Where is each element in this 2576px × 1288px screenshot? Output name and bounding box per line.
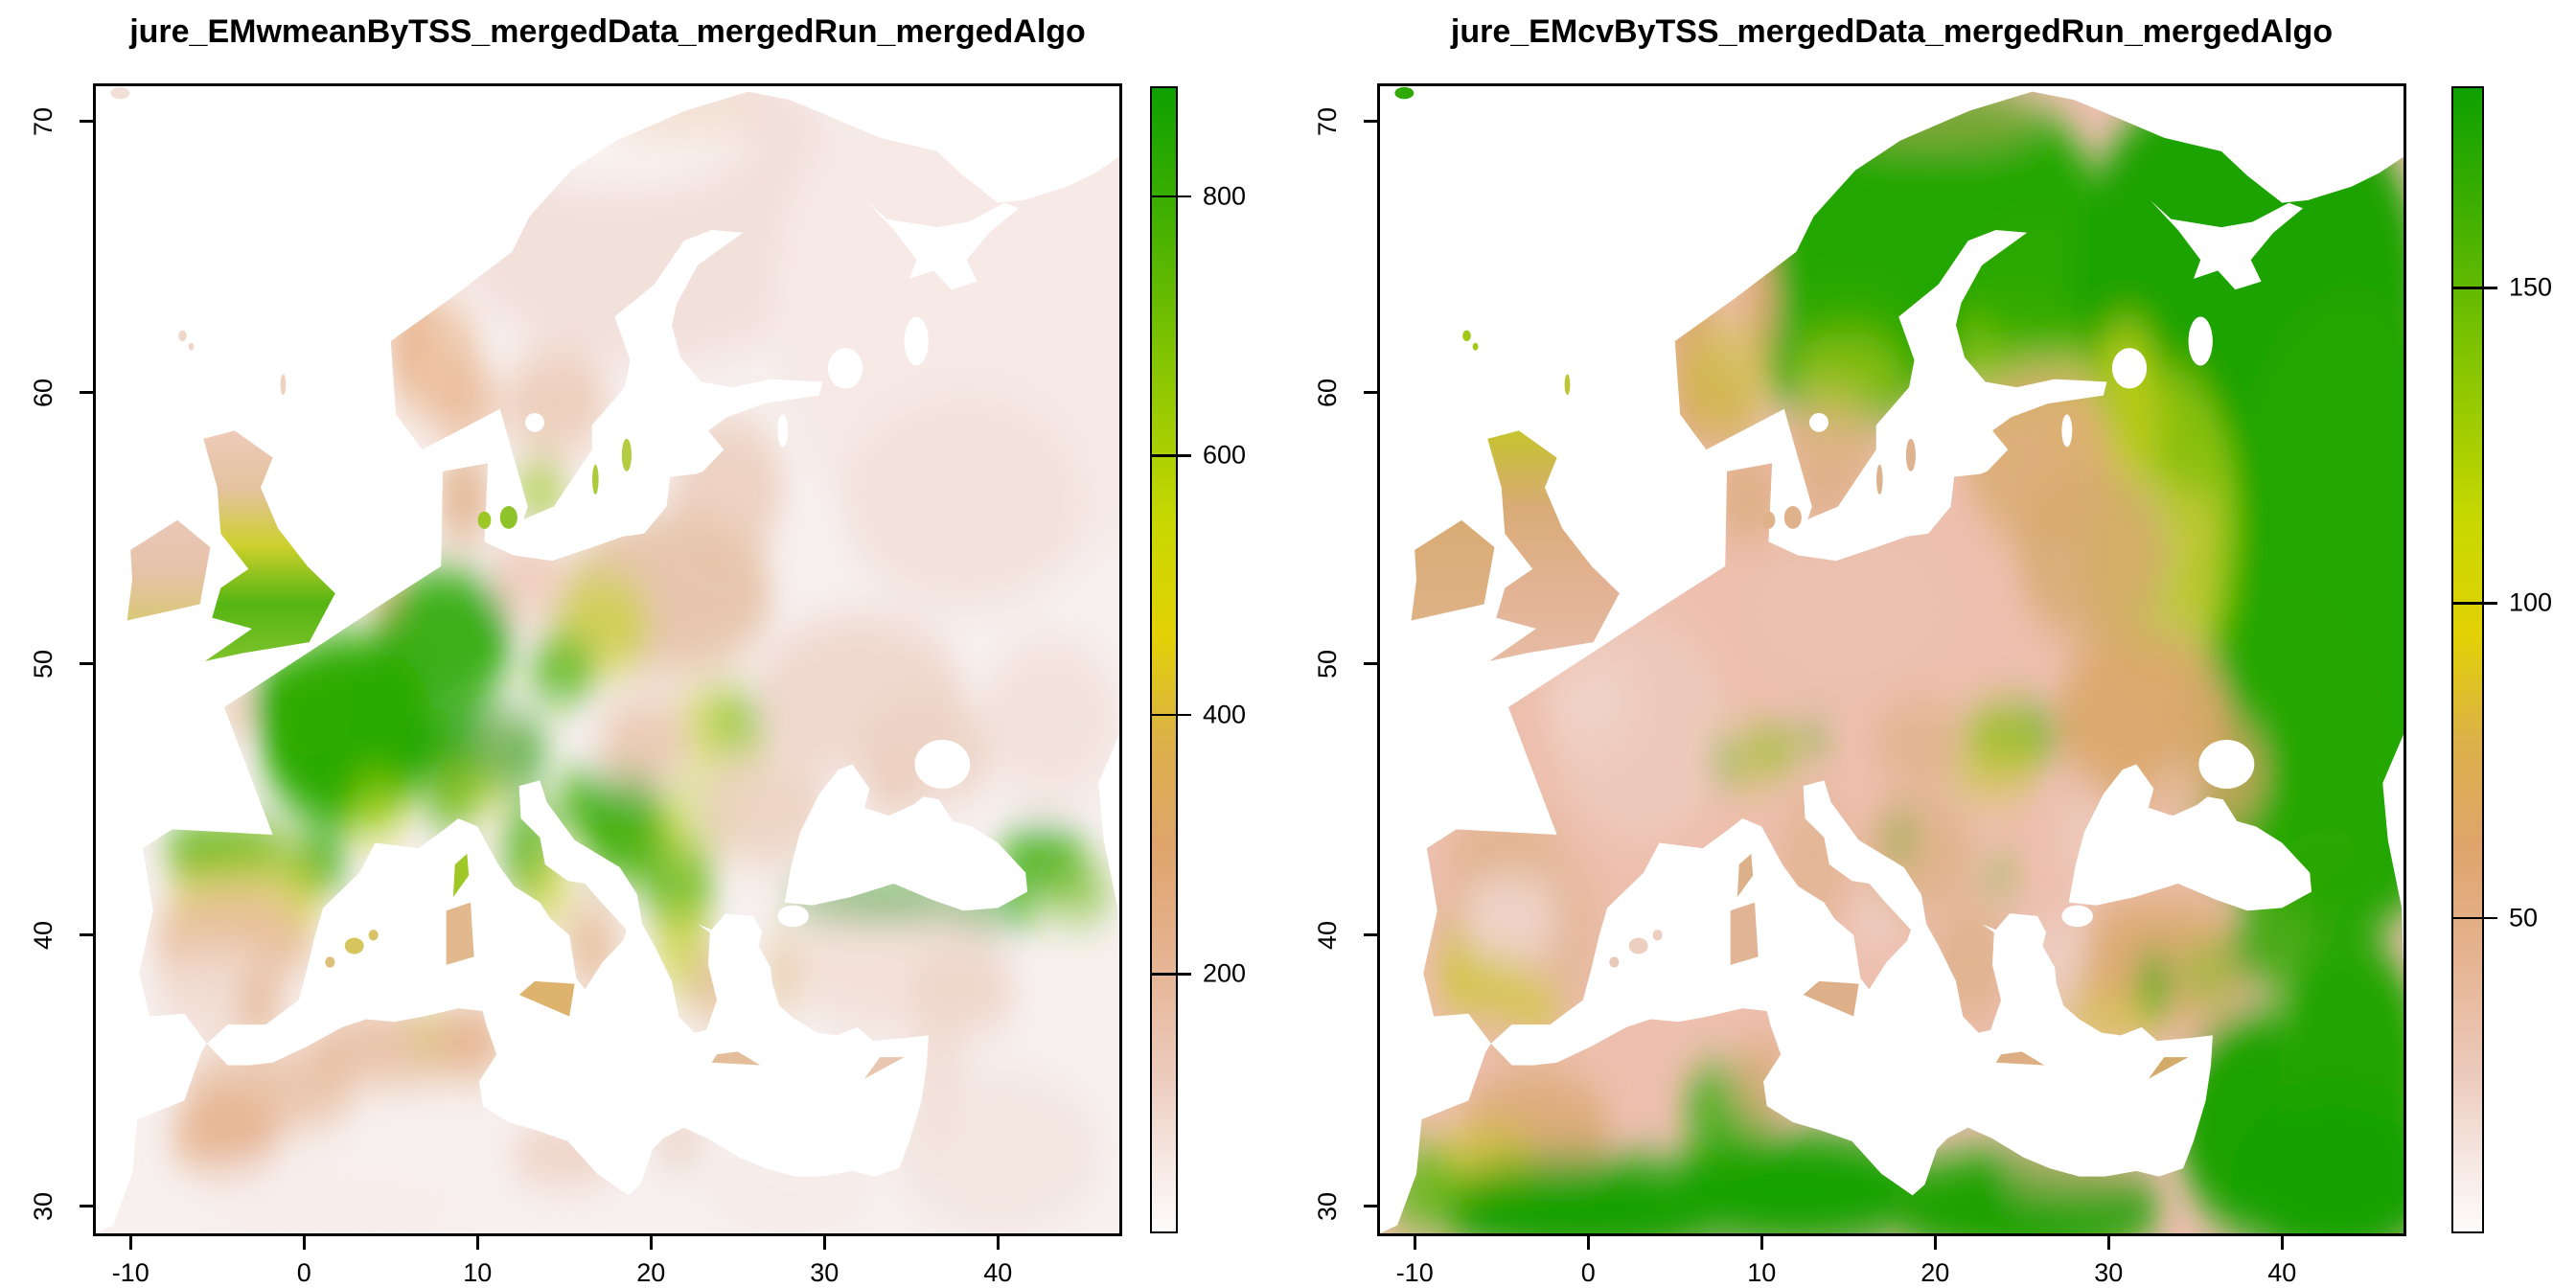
colorbar-tick-label: 50 [2509,903,2539,932]
colorbar-tick [2451,287,2497,289]
colorbar-left [1150,86,1178,1233]
y-axis-tick [80,120,93,124]
y-axis-tick [1364,662,1377,666]
y-axis-tick [80,662,93,666]
x-tick-label: 20 [636,1258,666,1287]
colorbar-tick [1150,454,1191,457]
x-axis-tick [649,1236,653,1250]
map-right [1380,86,2404,1233]
x-tick-label: 10 [1747,1258,1777,1287]
y-tick-label: 30 [1313,1191,1342,1221]
colorbar-tick-label: 400 [1203,700,1247,729]
x-tick-label: 0 [296,1258,311,1287]
y-axis-tick [80,391,93,395]
y-tick-label: 50 [1313,649,1342,678]
y-axis-tick [1364,120,1377,124]
colorbar-tick-label: 100 [2509,587,2553,617]
x-axis-tick [1586,1236,1590,1250]
y-tick-label: 50 [29,649,58,678]
y-tick-label: 70 [29,106,58,136]
map-left [96,86,1119,1233]
x-axis-tick [1413,1236,1416,1250]
x-axis-tick [2106,1236,2110,1250]
right-panel-title: jure_EMcvByTSS_mergedData_mergedRun_merg… [1450,13,2334,50]
colorbar-tick [1150,713,1191,717]
colorbar-tick-label: 800 [1203,181,1247,211]
x-axis-tick [822,1236,826,1250]
x-tick-label: -10 [111,1258,150,1287]
x-axis-tick [996,1236,1000,1250]
y-axis-tick [1364,933,1377,937]
x-tick-label: 40 [2267,1258,2297,1287]
y-tick-label: 30 [29,1191,58,1221]
x-tick-label: 10 [463,1258,493,1287]
x-tick-label: -10 [1395,1258,1434,1287]
x-axis-tick [1933,1236,1937,1250]
x-tick-label: 40 [983,1258,1013,1287]
y-tick-label: 60 [1313,378,1342,407]
colorbar-tick [1150,195,1191,198]
x-tick-label: 0 [1580,1258,1596,1287]
y-axis-tick [1364,1205,1377,1208]
colorbar-tick-label: 600 [1203,440,1247,470]
left-panel-title: jure_EMwmeanByTSS_mergedData_mergedRun_m… [129,13,1086,50]
y-tick-label: 60 [29,378,58,407]
y-tick-label: 70 [1313,106,1342,136]
y-axis-tick [80,1205,93,1208]
colorbar-tick-label: 150 [2509,272,2553,302]
y-axis-tick [1364,391,1377,395]
colorbar-tick [2451,916,2497,920]
x-tick-label: 30 [810,1258,840,1287]
x-tick-label: 30 [2094,1258,2124,1287]
x-axis-tick [475,1236,479,1250]
x-axis-tick [2280,1236,2284,1250]
colorbar-tick-label: 200 [1203,958,1247,988]
y-tick-label: 40 [29,920,58,950]
colorbar-tick [1150,973,1191,976]
x-axis-tick [128,1236,132,1250]
colorbar-right [2451,86,2484,1233]
x-tick-label: 20 [1920,1258,1950,1287]
y-axis-tick [80,933,93,937]
colorbar-tick [2451,602,2497,605]
x-axis-tick [1760,1236,1763,1250]
y-tick-label: 40 [1313,920,1342,950]
x-axis-tick [302,1236,306,1250]
